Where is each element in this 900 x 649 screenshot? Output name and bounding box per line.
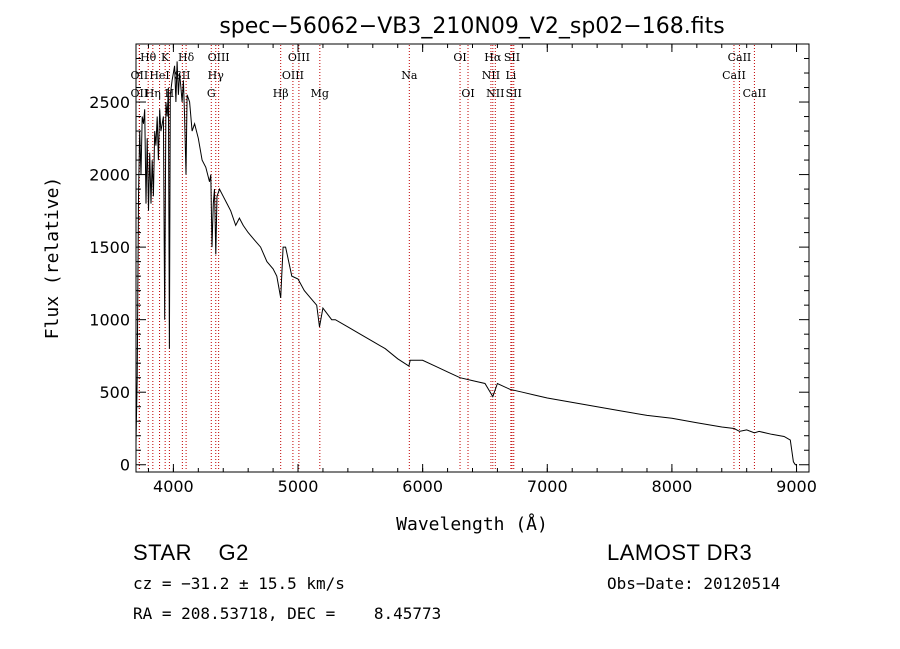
line-label: OI <box>453 51 466 64</box>
x-tick-label: 6000 <box>402 477 443 496</box>
line-label: Hη <box>145 87 161 100</box>
line-label: OIII <box>282 69 304 82</box>
line-label: SII <box>506 87 522 100</box>
line-label: NII <box>482 69 500 82</box>
y-tick-label: 1000 <box>89 311 130 330</box>
redshift-velocity: cz = −31.2 ± 15.5 km/s <box>133 574 345 593</box>
y-axis-ticks: 0 500 1000 1500 2000 2500 <box>89 58 809 475</box>
x-tick-label: 9000 <box>776 477 817 496</box>
object-class: STAR G2 <box>133 540 249 565</box>
line-label: OII <box>131 87 149 100</box>
observation-date: Obs−Date: 20120514 <box>607 574 781 593</box>
x-axis-label: Wavelength (Å) <box>396 513 548 535</box>
line-label: Hγ <box>208 69 225 82</box>
line-label: OII <box>131 69 149 82</box>
line-label: OI <box>461 87 474 100</box>
line-label: H <box>165 87 175 100</box>
line-label: Hθ <box>140 51 157 64</box>
line-label: CaII <box>728 51 752 64</box>
line-label: Hβ <box>273 87 289 100</box>
line-label: SII <box>174 69 190 82</box>
line-label: Li <box>505 69 516 82</box>
line-label: OIII <box>288 51 310 64</box>
y-tick-label: 2000 <box>89 166 130 185</box>
spectral-line-markers <box>138 45 755 471</box>
x-tick-label: 8000 <box>652 477 693 496</box>
x-axis-ticks: 4000 5000 6000 7000 8000 9000 <box>147 44 817 496</box>
line-label: CaII <box>722 69 746 82</box>
y-axis-label: Flux (relative) <box>42 177 63 340</box>
coordinates: RA = 208.53718, DEC = 8.45773 <box>133 604 442 623</box>
plot-frame <box>135 43 810 473</box>
line-label: CaII <box>743 87 767 100</box>
line-label: Na <box>401 69 418 82</box>
line-label: Hα <box>484 51 502 64</box>
x-tick-label: 4000 <box>153 477 194 496</box>
line-label: G <box>207 87 216 100</box>
line-label: Mg <box>311 87 329 100</box>
x-tick-label: 7000 <box>527 477 568 496</box>
x-tick-label: 5000 <box>278 477 319 496</box>
line-label: NII <box>486 87 504 100</box>
line-label: K <box>161 51 170 64</box>
line-label: SII <box>504 51 520 64</box>
line-label: OIII <box>208 51 230 64</box>
line-label: Hδ <box>178 51 195 64</box>
line-label: HeI <box>149 69 169 82</box>
spectrum-line <box>135 61 797 466</box>
y-tick-label: 2500 <box>89 93 130 112</box>
survey-name: LAMOST DR3 <box>607 540 753 565</box>
y-tick-label: 1500 <box>89 238 130 257</box>
y-tick-label: 0 <box>120 456 130 475</box>
y-tick-label: 500 <box>99 383 130 402</box>
chart-title: spec−56062−VB3_210N09_V2_sp02−168.fits <box>219 14 724 39</box>
